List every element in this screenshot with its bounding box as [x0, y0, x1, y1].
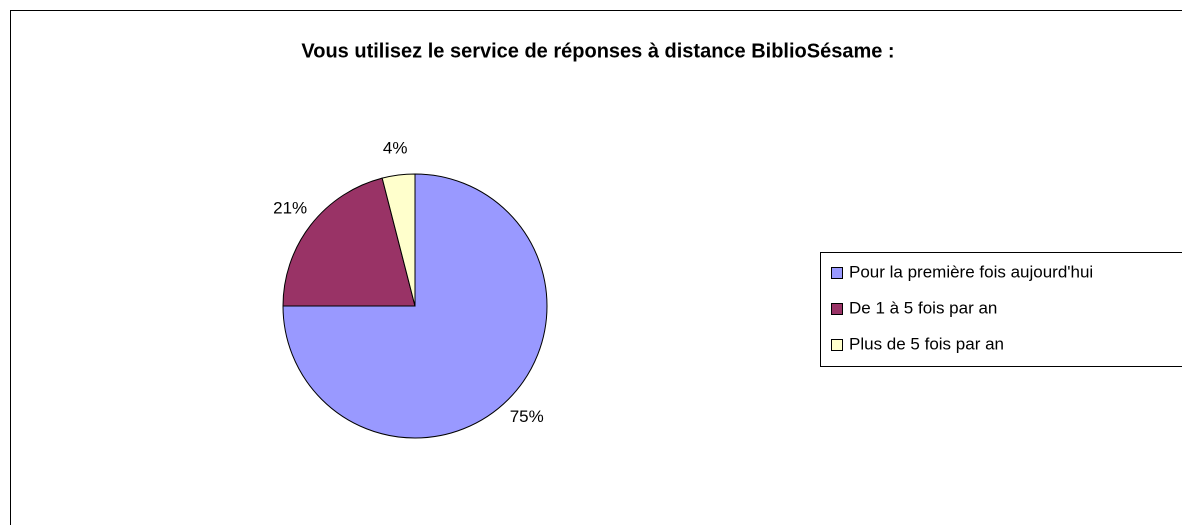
data-label: 75%: [510, 407, 544, 426]
legend-label: Pour la première fois aujourd'hui: [849, 262, 1093, 281]
legend-label: De 1 à 5 fois par an: [849, 298, 997, 317]
legend-swatch: [831, 339, 843, 351]
pie-slice: [381, 173, 416, 307]
legend-swatch: [831, 303, 843, 315]
legend-swatch: [831, 267, 843, 279]
legend-label: Plus de 5 fois par an: [849, 334, 1004, 353]
data-label: 4%: [383, 139, 408, 158]
data-label: 21%: [273, 199, 307, 218]
pie-slice: [282, 173, 548, 439]
chart-title: Vous utilisez le service de réponses à d…: [301, 40, 894, 62]
pie-slice: [282, 177, 416, 307]
legend-box: [820, 252, 1182, 367]
